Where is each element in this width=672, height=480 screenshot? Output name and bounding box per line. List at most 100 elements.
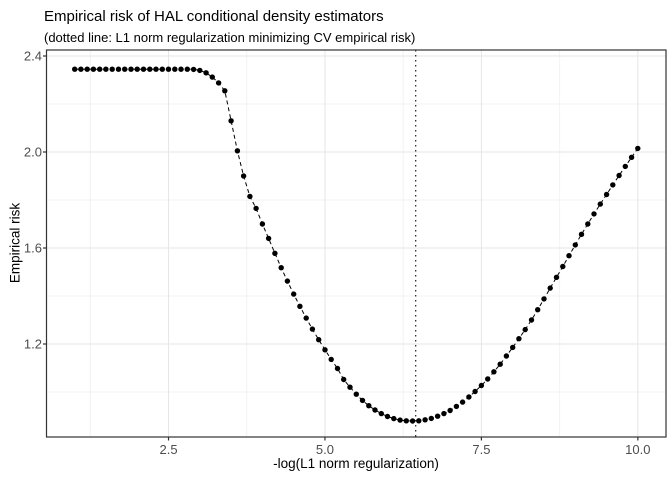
data-point: [428, 415, 434, 422]
data-point: [147, 66, 153, 72]
data-point: [109, 66, 115, 72]
data-point: [353, 391, 359, 397]
data-point: [597, 201, 603, 207]
data-point: [203, 70, 209, 76]
panel-background: [46, 50, 666, 437]
chart-title: Empirical risk of HAL conditional densit…: [44, 8, 384, 25]
data-point: [103, 66, 109, 72]
data-point: [459, 399, 466, 405]
data-point: [397, 417, 403, 423]
data-point: [122, 66, 128, 72]
data-point: [247, 193, 253, 200]
y-tick-label: 2.4: [23, 48, 42, 64]
data-point: [178, 66, 184, 72]
axis-tick-marks: [43, 55, 639, 441]
data-point: [466, 394, 472, 400]
data-point: [228, 118, 234, 124]
data-point: [72, 66, 78, 72]
series-points: [72, 66, 641, 424]
data-point: [297, 303, 303, 309]
data-point: [416, 418, 422, 424]
data-point: [610, 182, 616, 188]
data-point: [215, 80, 222, 86]
data-point: [510, 344, 516, 351]
data-point: [172, 66, 178, 72]
x-axis-title: -log(L1 norm regularization): [273, 456, 439, 471]
data-point: [234, 148, 241, 154]
data-point: [635, 145, 641, 152]
data-point: [322, 347, 328, 353]
y-tick-label: 2.0: [23, 144, 42, 160]
data-point: [347, 384, 353, 390]
data-point: [547, 285, 553, 291]
data-point: [503, 353, 510, 359]
data-point: [372, 407, 378, 413]
data-point: [278, 265, 284, 271]
data-point: [366, 403, 372, 409]
data-point: [572, 242, 578, 248]
data-point: [159, 66, 165, 72]
data-point: [128, 66, 134, 72]
grid-minor: [46, 50, 666, 437]
data-point: [453, 403, 460, 410]
x-tick-label: 7.5: [472, 442, 491, 457]
data-point: [165, 66, 172, 72]
data-point: [403, 418, 409, 424]
data-point: [491, 369, 497, 375]
y-tick-label: 1.2: [23, 336, 42, 352]
data-point: [378, 410, 384, 417]
data-point: [522, 326, 528, 333]
data-point: [284, 278, 291, 284]
data-point: [516, 336, 522, 342]
x-tick-label: 10.0: [625, 442, 651, 457]
data-point: [209, 74, 215, 80]
data-point: [272, 250, 278, 256]
data-point: [359, 397, 366, 404]
data-point: [585, 221, 591, 227]
data-point: [409, 418, 416, 424]
data-point: [90, 66, 97, 72]
data-point: [603, 191, 610, 198]
data-point: [497, 361, 503, 367]
x-tick-label: 5.0: [315, 442, 334, 457]
data-point: [184, 66, 190, 72]
data-point: [259, 221, 266, 227]
data-point: [441, 410, 447, 417]
data-point: [560, 263, 566, 270]
x-tick-label: 2.5: [159, 442, 178, 457]
data-point: [566, 253, 572, 259]
data-point: [472, 388, 478, 395]
data-point: [616, 172, 622, 179]
data-point: [434, 413, 441, 419]
data-point: [541, 296, 547, 302]
chart-subtitle: (dotted line: L1 norm regularization min…: [44, 30, 416, 45]
y-tick-label: 1.6: [23, 240, 42, 256]
data-point: [84, 66, 90, 72]
data-point: [78, 66, 84, 72]
data-point: [384, 413, 391, 420]
data-point: [628, 154, 635, 160]
data-point: [591, 211, 597, 217]
data-point: [578, 231, 585, 237]
data-point: [341, 376, 347, 383]
data-point: [328, 356, 334, 363]
data-point: [140, 66, 147, 72]
data-point: [303, 315, 309, 321]
data-point: [447, 407, 453, 414]
data-point: [391, 415, 397, 422]
data-point: [253, 205, 259, 212]
data-point: [553, 274, 560, 280]
data-point: [197, 67, 203, 74]
data-point: [478, 382, 485, 389]
data-point: [316, 337, 322, 343]
data-point: [528, 317, 535, 323]
data-point: [115, 66, 122, 72]
panel-border: [45, 49, 667, 438]
data-point: [535, 307, 541, 313]
data-point: [422, 417, 428, 423]
data-point: [240, 173, 247, 179]
data-point: [309, 326, 316, 332]
data-point: [334, 365, 341, 372]
